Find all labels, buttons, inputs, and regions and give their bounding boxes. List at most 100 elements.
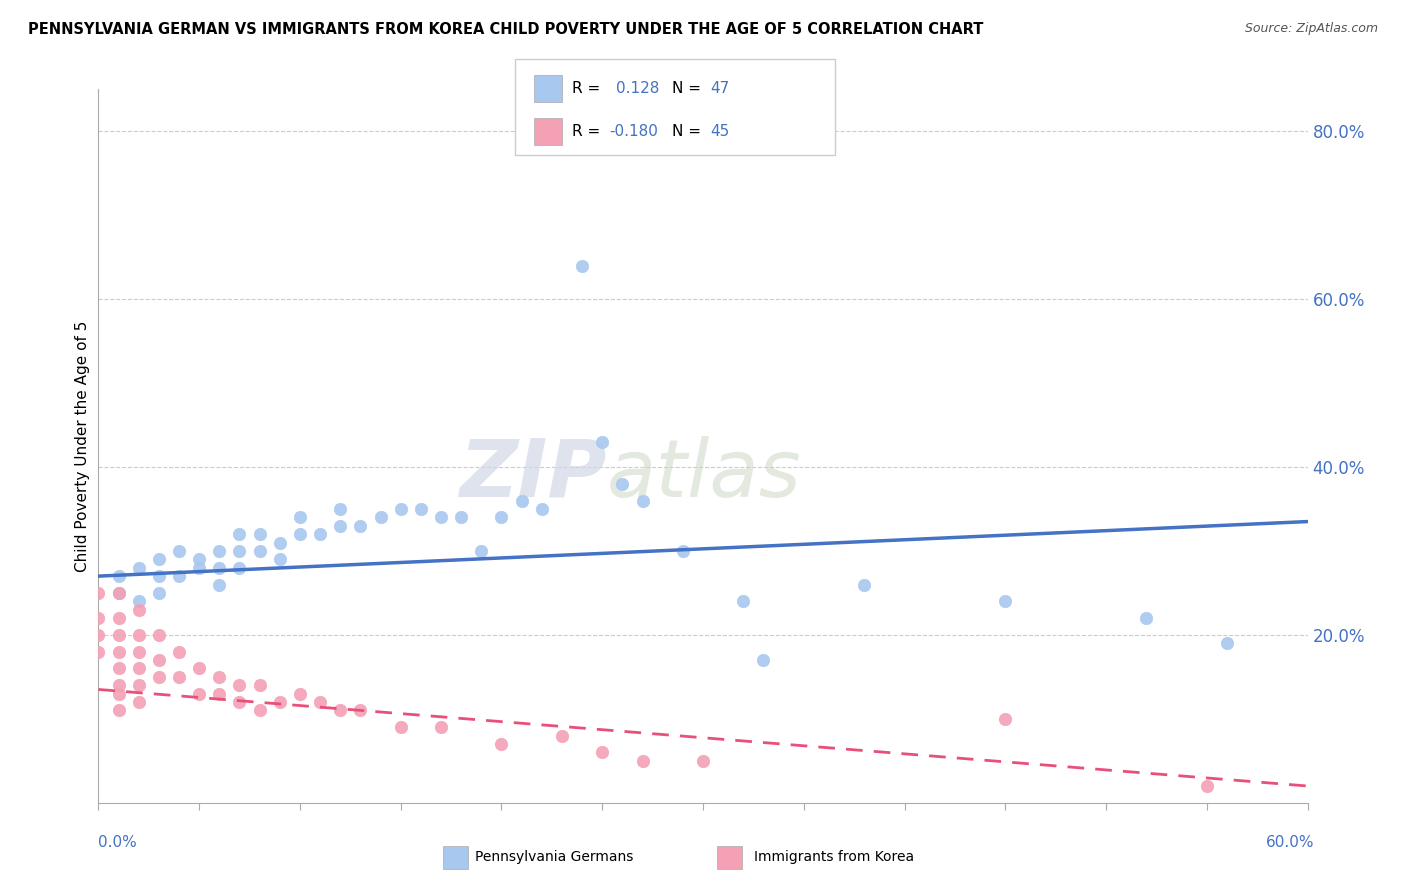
Point [288, 510, 311, 524]
Point [107, 661, 129, 675]
Point [228, 527, 250, 541]
Point [692, 754, 714, 768]
Point [228, 695, 250, 709]
Point [148, 552, 170, 566]
Point [87, 645, 110, 659]
Point [389, 720, 412, 734]
Point [389, 502, 412, 516]
Text: ZIP: ZIP [458, 435, 606, 514]
Point [188, 552, 211, 566]
Point [148, 670, 170, 684]
Point [269, 535, 291, 549]
Point [329, 502, 352, 516]
Point [208, 544, 231, 558]
Point [128, 661, 150, 675]
Point [167, 544, 190, 558]
Point [107, 569, 129, 583]
Point [188, 560, 211, 574]
Point [228, 678, 250, 692]
Point [1135, 611, 1157, 625]
Point [87, 611, 110, 625]
Point [470, 544, 492, 558]
Point [167, 645, 190, 659]
Point [269, 695, 291, 709]
Point [853, 577, 876, 591]
Point [107, 703, 129, 717]
Point [612, 476, 634, 491]
Point [208, 687, 231, 701]
Point [409, 502, 432, 516]
Point [107, 645, 129, 659]
Text: Immigrants from Korea: Immigrants from Korea [754, 850, 914, 864]
Point [309, 527, 332, 541]
Point [571, 259, 593, 273]
Point [329, 518, 352, 533]
Point [107, 628, 129, 642]
Point [249, 703, 271, 717]
Text: Pennsylvania Germans: Pennsylvania Germans [475, 850, 634, 864]
Point [128, 695, 150, 709]
Point [128, 560, 150, 574]
Point [107, 687, 129, 701]
Point [167, 670, 190, 684]
Point [349, 518, 371, 533]
Text: 0.128: 0.128 [616, 81, 659, 95]
Point [208, 670, 231, 684]
Point [128, 678, 150, 692]
Text: 60.0%: 60.0% [1267, 836, 1315, 850]
Point [591, 434, 613, 449]
Point [128, 628, 150, 642]
Point [128, 603, 150, 617]
Point [188, 687, 211, 701]
Point [249, 527, 271, 541]
Point [228, 544, 250, 558]
Text: 47: 47 [710, 81, 730, 95]
Text: R =: R = [572, 81, 606, 95]
Text: R =: R = [572, 124, 606, 138]
Point [228, 560, 250, 574]
Point [167, 569, 190, 583]
Point [107, 611, 129, 625]
Text: N =: N = [672, 81, 706, 95]
Text: -0.180: -0.180 [609, 124, 658, 138]
Point [631, 754, 654, 768]
Point [551, 729, 574, 743]
Point [530, 502, 553, 516]
Point [510, 493, 533, 508]
Text: atlas: atlas [606, 435, 801, 514]
Point [208, 560, 231, 574]
Point [87, 628, 110, 642]
Point [107, 678, 129, 692]
Point [269, 552, 291, 566]
Point [430, 510, 453, 524]
Point [349, 703, 371, 717]
Point [208, 577, 231, 591]
Point [994, 712, 1017, 726]
Point [752, 653, 775, 667]
Point [188, 661, 211, 675]
Point [249, 544, 271, 558]
Point [491, 510, 513, 524]
Point [148, 653, 170, 667]
Point [733, 594, 755, 608]
Point [994, 594, 1017, 608]
Point [491, 737, 513, 751]
Point [128, 645, 150, 659]
Point [370, 510, 392, 524]
Point [309, 695, 332, 709]
Point [148, 586, 170, 600]
Point [288, 527, 311, 541]
Text: N =: N = [672, 124, 706, 138]
Point [288, 687, 311, 701]
Point [591, 746, 613, 760]
Point [1195, 779, 1218, 793]
Point [329, 703, 352, 717]
Point [249, 678, 271, 692]
Point [107, 586, 129, 600]
Point [430, 720, 453, 734]
Point [107, 586, 129, 600]
Text: 45: 45 [710, 124, 730, 138]
Point [148, 569, 170, 583]
Point [148, 628, 170, 642]
Text: 0.0%: 0.0% [98, 836, 138, 850]
